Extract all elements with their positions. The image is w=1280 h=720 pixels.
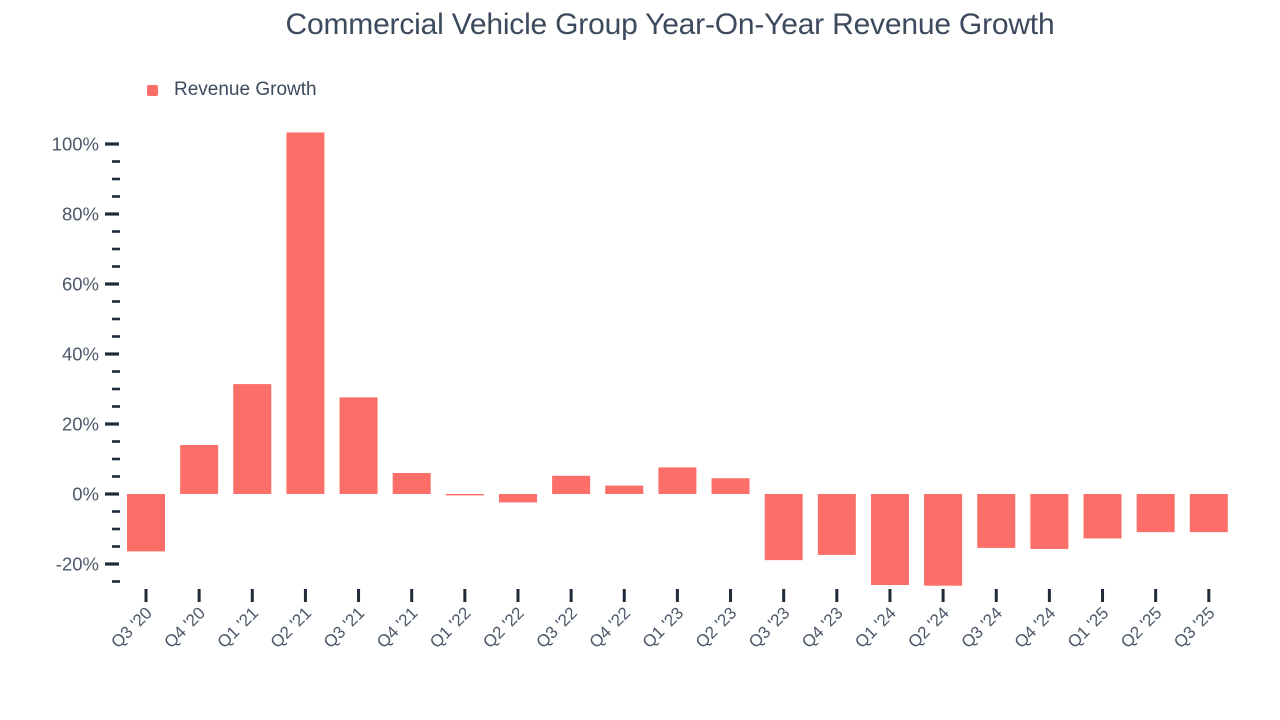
bar bbox=[180, 445, 219, 494]
bar-series-revenue-growth bbox=[127, 132, 1228, 586]
x-axis-tick-label: Q3 '22 bbox=[532, 603, 580, 651]
bar bbox=[1136, 494, 1175, 533]
chart-title: Commercial Vehicle Group Year-On-Year Re… bbox=[285, 8, 1055, 41]
legend-swatch bbox=[147, 84, 158, 96]
x-axis-tick-label: Q2 '23 bbox=[692, 603, 740, 651]
x-axis-tick-label: Q1 '24 bbox=[851, 603, 899, 651]
x-axis-tick-label: Q3 '25 bbox=[1170, 603, 1218, 651]
bar bbox=[445, 494, 484, 496]
x-axis: Q3 '20 Q4 '20 Q1 '21 Q2 '21 Q3 '21 Q4 '21 Q1 '… bbox=[107, 589, 1219, 652]
y-axis-tick-label: 20% bbox=[62, 414, 99, 435]
x-axis-tick-label: Q4 '23 bbox=[798, 603, 846, 651]
x-axis-tick-label: Q1 '21 bbox=[214, 603, 262, 651]
bar bbox=[552, 475, 591, 494]
x-axis-tick-label: Q2 '25 bbox=[1117, 603, 1165, 651]
bar bbox=[817, 494, 856, 555]
bar bbox=[233, 384, 272, 494]
bar bbox=[392, 473, 431, 494]
x-axis-tick-label: Q1 '22 bbox=[426, 603, 474, 651]
bar bbox=[1083, 494, 1122, 539]
y-axis: 100% 80% 60% 40% 20% 0% -20% bbox=[52, 134, 119, 575]
bar bbox=[127, 494, 165, 552]
bar bbox=[286, 132, 325, 494]
x-axis-tick-label: Q1 '25 bbox=[1064, 603, 1112, 651]
y-axis-tick-label: -20% bbox=[56, 554, 99, 575]
legend-label: Revenue Growth bbox=[174, 79, 317, 100]
bar bbox=[1030, 494, 1069, 549]
bar bbox=[977, 494, 1016, 548]
x-axis-tick-label: Q2 '24 bbox=[904, 603, 952, 651]
bar bbox=[1189, 494, 1228, 533]
y-axis-tick-label: 40% bbox=[62, 344, 99, 365]
legend: Revenue Growth bbox=[147, 79, 317, 101]
y-axis-tick-label: 80% bbox=[62, 204, 99, 225]
bar bbox=[658, 467, 697, 494]
x-axis-tick-label: Q4 '21 bbox=[373, 603, 421, 651]
bar bbox=[498, 494, 537, 503]
bar bbox=[711, 478, 750, 494]
x-axis-tick-label: Q4 '20 bbox=[160, 603, 208, 651]
x-axis-tick-label: Q3 '24 bbox=[958, 603, 1006, 651]
x-axis-tick-label: Q2 '22 bbox=[479, 603, 527, 651]
bar bbox=[870, 494, 909, 585]
x-axis-tick-label: Q3 '21 bbox=[320, 603, 368, 651]
y-axis-tick-label: 100% bbox=[52, 134, 99, 155]
bar bbox=[924, 494, 963, 586]
x-axis-tick-label: Q3 '20 bbox=[107, 603, 155, 651]
x-axis-tick-label: Q4 '24 bbox=[1011, 603, 1059, 651]
x-axis-tick-label: Q1 '23 bbox=[639, 603, 687, 651]
y-axis-tick-label: 60% bbox=[62, 274, 99, 295]
bar bbox=[605, 485, 644, 494]
bar bbox=[764, 494, 803, 561]
x-axis-tick-label: Q3 '23 bbox=[745, 603, 793, 651]
x-axis-tick-label: Q2 '21 bbox=[267, 603, 315, 651]
bar bbox=[339, 397, 378, 494]
y-axis-minor-ticks bbox=[112, 160, 120, 583]
x-axis-tick-label: Q4 '22 bbox=[586, 603, 634, 651]
y-axis-tick-label: 0% bbox=[72, 484, 99, 505]
